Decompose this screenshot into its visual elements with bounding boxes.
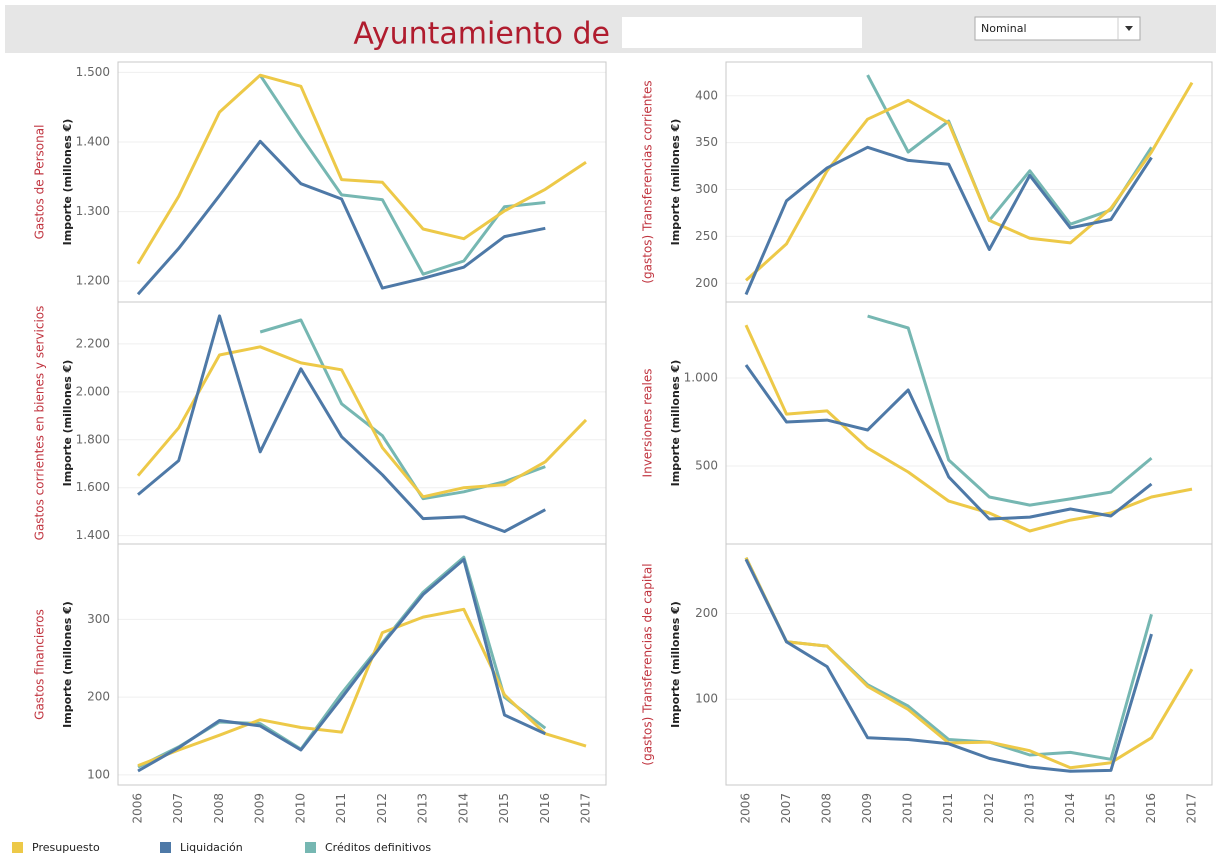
y-tick-label: 200 (87, 690, 110, 704)
series-line (259, 318, 546, 501)
x-tick-label: 2014 (456, 793, 470, 824)
series-line (137, 607, 587, 768)
x-tick-label: 2017 (579, 793, 593, 824)
y-tick-label: 250 (695, 229, 718, 243)
y-axis-title: Importe (millones €) (669, 601, 682, 728)
y-tick-label: 1.400 (76, 135, 110, 149)
series-line (137, 314, 547, 533)
y-tick-label: 100 (695, 692, 718, 706)
series-line (744, 324, 1193, 533)
x-tick-label: 2010 (901, 793, 915, 824)
x-tick-label: 2015 (1103, 793, 1117, 824)
x-tick-label: 2007 (779, 793, 793, 824)
series-line (136, 139, 546, 296)
y-axis-title: Importe (millones €) (669, 360, 682, 487)
series-line (744, 81, 1194, 282)
x-tick-label: 2013 (1022, 793, 1036, 824)
y-tick-label: 1.600 (76, 480, 110, 494)
row-label: Gastos corrientes en bienes y servicios (33, 306, 47, 541)
panel-frame (117, 543, 607, 786)
y-axis-title: Importe (millones €) (669, 119, 682, 246)
y-axis-title: Importe (millones €) (61, 360, 74, 487)
y-tick-label: 400 (695, 88, 718, 102)
x-tick-label: 2008 (820, 793, 834, 824)
x-tick-label: 2010 (293, 793, 307, 824)
legend-label: Créditos definitivos (325, 841, 431, 854)
y-axis-title: Importe (millones €) (61, 601, 74, 728)
y-tick-label: 500 (695, 459, 718, 473)
y-tick-label: 1.200 (76, 274, 110, 288)
y-axis-title: Importe (millones €) (61, 119, 74, 246)
row-label: (gastos) Transferencias corrientes (641, 80, 655, 283)
x-tick-label: 2009 (860, 793, 874, 824)
dropdown[interactable] (974, 16, 1141, 41)
series-line (136, 345, 588, 499)
series-line (744, 145, 1153, 296)
y-tick-label: 350 (695, 135, 718, 149)
row-label: Gastos de Personal (33, 125, 47, 240)
series-line (136, 73, 587, 265)
x-tick-label: 2012 (375, 793, 389, 824)
x-tick-label: 2009 (253, 793, 267, 824)
y-tick-label: 300 (87, 612, 110, 626)
series-line (137, 558, 546, 773)
series-line (744, 557, 1194, 770)
x-tick-label: 2017 (1185, 793, 1199, 824)
x-tick-label: 2014 (1063, 793, 1077, 824)
dropdown-value: Nominal (981, 22, 1027, 35)
legend-swatch (305, 842, 316, 853)
x-tick-label: 2015 (497, 793, 511, 824)
y-tick-label: 1.800 (76, 432, 110, 446)
series-line (867, 314, 1153, 507)
y-tick-label: 1.400 (76, 528, 110, 542)
x-tick-label: 2011 (941, 793, 955, 824)
series-line (258, 74, 546, 276)
panel-frame (117, 301, 607, 545)
series-line (744, 557, 1153, 761)
legend-swatch (12, 842, 23, 853)
series-line (744, 364, 1153, 521)
y-tick-label: 2.000 (76, 384, 110, 398)
series-line (744, 558, 1153, 773)
x-tick-label: 2008 (212, 793, 226, 824)
panel-frame (725, 61, 1213, 303)
x-tick-label: 2011 (334, 793, 348, 824)
row-label: Inversiones reales (641, 369, 655, 478)
title: Ayuntamiento de (353, 17, 610, 52)
series-line (866, 74, 1153, 226)
legend-label: Liquidación (180, 841, 243, 854)
y-tick-label: 200 (695, 276, 718, 290)
y-tick-label: 1.300 (76, 204, 110, 218)
panel-frame (725, 543, 1213, 786)
x-tick-label: 2016 (1144, 793, 1158, 824)
row-label: Gastos financieros (33, 609, 47, 720)
redaction (622, 17, 862, 48)
y-tick-label: 1.500 (76, 65, 110, 79)
y-tick-label: 200 (695, 606, 718, 620)
y-tick-label: 1.000 (684, 371, 718, 385)
x-tick-label: 2006 (739, 793, 753, 824)
legend-label: Presupuesto (32, 841, 100, 854)
x-tick-label: 2013 (416, 793, 430, 824)
x-tick-label: 2012 (982, 793, 996, 824)
y-tick-label: 100 (87, 767, 110, 781)
y-tick-label: 300 (695, 182, 718, 196)
x-tick-label: 2006 (131, 793, 145, 824)
legend-swatch (160, 842, 171, 853)
y-tick-label: 2.200 (76, 336, 110, 350)
row-label: (gastos) Transferencias de capital (641, 563, 655, 765)
dropdown-arrow (1125, 26, 1133, 31)
x-tick-label: 2016 (538, 793, 552, 824)
x-tick-label: 2007 (171, 793, 185, 824)
